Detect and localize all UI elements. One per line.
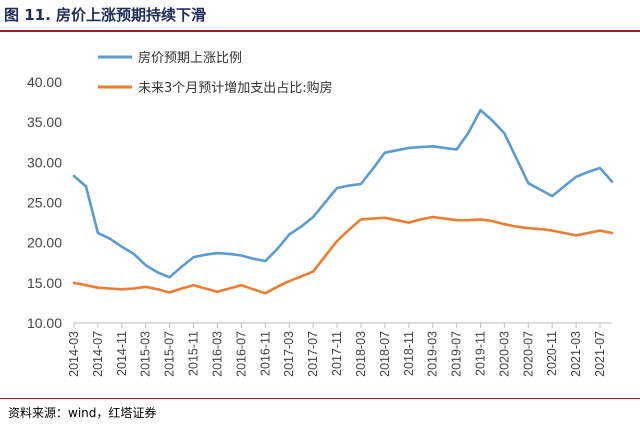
x-tick-label: 2015-07 (163, 331, 177, 377)
x-tick-label: 2017-11 (330, 331, 344, 376)
x-tick-label: 2019-07 (450, 331, 464, 377)
x-tick-label: 2020-11 (545, 331, 559, 376)
x-tick-label: 2016-03 (210, 331, 224, 377)
y-tick-label: 25.00 (27, 195, 62, 211)
y-tick-label: 35.00 (27, 114, 62, 130)
line-chart: 10.00 15.00 20.00 25.00 30.00 35.00 40.00 2014-… (27, 50, 614, 377)
x-tick-label: 2018-03 (354, 331, 368, 377)
x-tick-label: 2018-07 (378, 331, 392, 377)
y-tick-label: 30.00 (27, 154, 62, 170)
x-tick-label: 2014-03 (67, 331, 81, 377)
footer-divider (0, 398, 640, 399)
legend-label: 房价预期上涨比例 (138, 50, 242, 66)
title-divider (0, 30, 640, 32)
x-tick-label: 2021-03 (569, 331, 583, 377)
x-tick-label: 2014-11 (115, 331, 129, 376)
y-tick-label: 10.00 (27, 315, 62, 331)
series-line-price-expectation (72, 108, 614, 279)
x-tick-label: 2015-11 (187, 331, 201, 376)
y-tick-label: 20.00 (27, 235, 62, 251)
legend-label: 未来3个月预计增加支出占比:购房 (138, 80, 333, 96)
x-tick-label: 2016-11 (258, 331, 272, 376)
x-tick-label: 2020-03 (497, 331, 511, 377)
x-tick-label: 2016-07 (234, 331, 248, 377)
x-tick-label: 2015-03 (139, 331, 153, 377)
y-tick-label: 15.00 (27, 275, 62, 291)
x-tick-label: 2019-03 (426, 331, 440, 377)
x-tick-label: 2017-07 (306, 331, 320, 377)
x-tick-label: 2018-11 (402, 331, 416, 376)
title-bar: 图 11. 房价上涨预期持续下滑 (0, 0, 640, 30)
x-tick-label: 2017-03 (282, 331, 296, 377)
x-tick-label: 2021-07 (593, 331, 607, 377)
source-note: 资料来源：wind，红塔证券 (8, 406, 157, 420)
x-tick-label: 2020-07 (521, 331, 535, 377)
x-tick-label: 2014-07 (91, 331, 105, 377)
page-title: 图 11. 房价上涨预期持续下滑 (4, 6, 207, 24)
series-line-housing-spending (72, 215, 614, 295)
x-tick-label: 2019-11 (473, 331, 487, 376)
y-tick-label: 40.00 (27, 74, 62, 90)
